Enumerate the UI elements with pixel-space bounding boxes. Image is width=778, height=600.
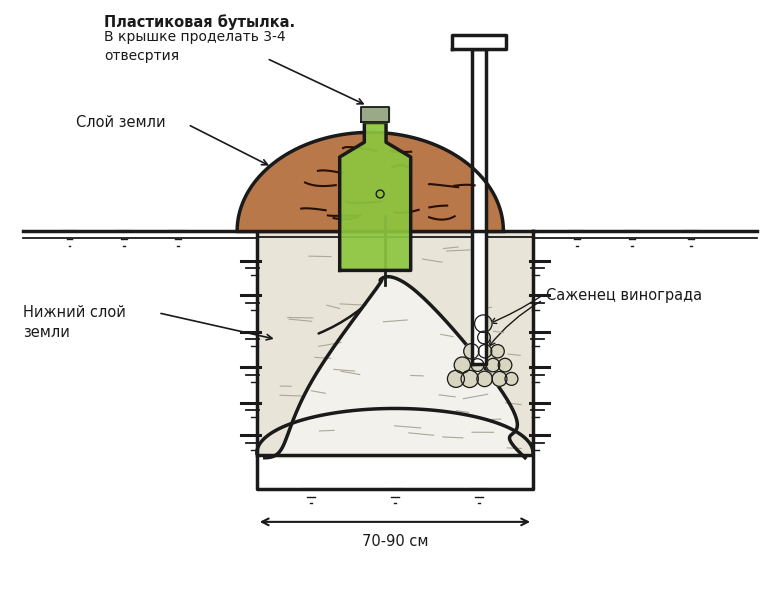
Circle shape xyxy=(486,358,499,372)
Circle shape xyxy=(477,371,492,386)
Polygon shape xyxy=(257,231,533,453)
Text: Саженец винограда: Саженец винограда xyxy=(546,287,702,302)
Polygon shape xyxy=(237,133,503,231)
Circle shape xyxy=(491,344,504,358)
Circle shape xyxy=(454,357,471,373)
Circle shape xyxy=(475,315,492,332)
Text: Слой земли: Слой земли xyxy=(76,115,166,130)
Polygon shape xyxy=(265,277,525,458)
Polygon shape xyxy=(340,122,411,271)
Circle shape xyxy=(492,371,507,386)
Text: Пластиковая бутылка.: Пластиковая бутылка. xyxy=(104,14,295,30)
Circle shape xyxy=(447,370,464,388)
Polygon shape xyxy=(257,409,533,453)
Text: В крышке проделать 3-4
отвесртия: В крышке проделать 3-4 отвесртия xyxy=(104,30,286,63)
Circle shape xyxy=(471,359,484,371)
Polygon shape xyxy=(471,49,485,364)
Text: 70-90 см: 70-90 см xyxy=(362,534,428,549)
Circle shape xyxy=(505,373,518,385)
Polygon shape xyxy=(257,455,533,490)
Circle shape xyxy=(478,344,492,358)
Circle shape xyxy=(464,344,479,359)
Polygon shape xyxy=(451,35,506,49)
Circle shape xyxy=(461,370,478,388)
Polygon shape xyxy=(362,107,389,122)
Text: Нижний слой
земли: Нижний слой земли xyxy=(23,305,126,340)
Polygon shape xyxy=(265,277,525,458)
Circle shape xyxy=(498,358,512,372)
Circle shape xyxy=(478,331,490,344)
